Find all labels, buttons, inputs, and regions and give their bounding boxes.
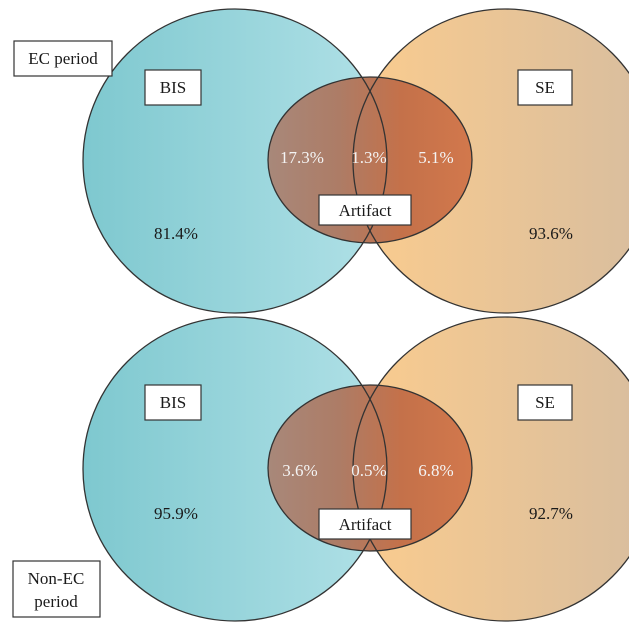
bis-artifact-pct: 17.3%	[280, 148, 324, 167]
ec-period-venn: EC period BIS SE Artifact 81.4% 93.6% 17…	[14, 9, 629, 313]
bis-only-pct: 81.4%	[154, 224, 198, 243]
svg-text:EC period: EC period	[28, 49, 98, 68]
artifact-label: Artifact	[319, 195, 411, 225]
non-ec-period-label: Non-EC period	[13, 561, 100, 617]
non-ec-period-venn: Non-EC period BIS SE Artifact 95.9% 92.7…	[13, 317, 629, 621]
se-label: SE	[518, 385, 572, 420]
svg-text:Artifact: Artifact	[339, 201, 392, 220]
all-overlap-pct: 1.3%	[351, 148, 386, 167]
bis-only-pct: 95.9%	[154, 504, 198, 523]
se-only-pct: 92.7%	[529, 504, 573, 523]
bis-artifact-pct: 3.6%	[282, 461, 317, 480]
se-only-pct: 93.6%	[529, 224, 573, 243]
bis-label: BIS	[145, 70, 201, 105]
artifact-label: Artifact	[319, 509, 411, 539]
svg-text:BIS: BIS	[160, 78, 186, 97]
se-artifact-pct: 5.1%	[418, 148, 453, 167]
se-artifact-pct: 6.8%	[418, 461, 453, 480]
svg-text:SE: SE	[535, 393, 555, 412]
svg-text:Artifact: Artifact	[339, 515, 392, 534]
svg-text:Non-EC: Non-EC	[28, 569, 85, 588]
svg-text:period: period	[34, 592, 78, 611]
ec-period-label: EC period	[14, 41, 112, 76]
svg-text:BIS: BIS	[160, 393, 186, 412]
bis-label: BIS	[145, 385, 201, 420]
svg-text:SE: SE	[535, 78, 555, 97]
all-overlap-pct: 0.5%	[351, 461, 386, 480]
se-label: SE	[518, 70, 572, 105]
